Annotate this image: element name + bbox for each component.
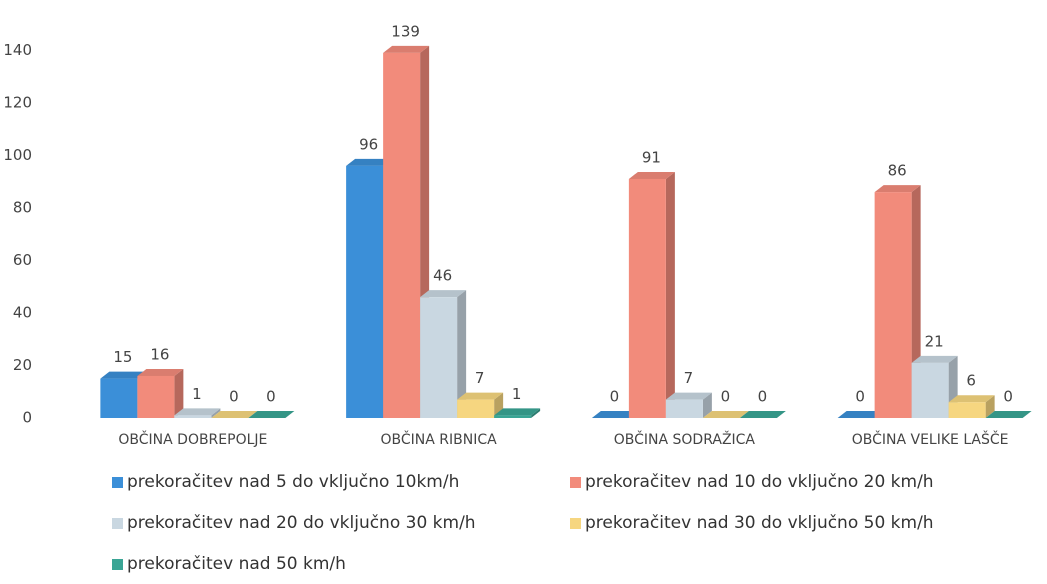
bar-top bbox=[837, 411, 884, 418]
bar bbox=[874, 192, 912, 418]
bar-top bbox=[874, 185, 921, 193]
legend-swatch bbox=[112, 559, 123, 570]
bar-side bbox=[457, 290, 467, 418]
value-label: 0 bbox=[229, 388, 239, 406]
bar-top bbox=[211, 411, 258, 418]
y-tick-label: 60 bbox=[13, 251, 32, 269]
value-label: 1 bbox=[512, 385, 522, 403]
legend-swatch bbox=[112, 518, 123, 529]
y-tick-label: 100 bbox=[3, 146, 32, 164]
value-label: 46 bbox=[433, 267, 452, 285]
bar-top bbox=[665, 392, 712, 400]
bar-top bbox=[174, 408, 221, 416]
y-tick-label: 80 bbox=[13, 198, 32, 216]
bar bbox=[494, 415, 532, 418]
value-label: 6 bbox=[966, 372, 976, 390]
value-label: 91 bbox=[642, 148, 661, 166]
bar-side bbox=[531, 408, 541, 418]
bar-top bbox=[383, 45, 430, 53]
x-tick-label: OBČINA RIBNICA bbox=[381, 430, 498, 448]
value-label: 96 bbox=[359, 135, 378, 153]
bar-top bbox=[457, 392, 504, 400]
bar bbox=[665, 399, 703, 418]
bar-top bbox=[911, 355, 958, 363]
bar bbox=[383, 52, 421, 418]
bar-top bbox=[739, 411, 786, 418]
bar bbox=[948, 402, 986, 418]
value-label: 1 bbox=[192, 385, 202, 403]
x-tick-label: OBČINA SODRAŽICA bbox=[614, 430, 756, 448]
bar-side bbox=[665, 171, 675, 418]
bar-side bbox=[985, 395, 995, 418]
value-label: 7 bbox=[475, 369, 485, 387]
bar bbox=[628, 178, 666, 418]
bar bbox=[100, 378, 138, 418]
value-label: 0 bbox=[855, 388, 865, 406]
bar-side bbox=[174, 368, 184, 418]
legend-label: prekoračitev nad 50 km/h bbox=[127, 554, 346, 574]
bar-top bbox=[702, 411, 749, 418]
value-label: 15 bbox=[113, 348, 132, 366]
y-tick-label: 140 bbox=[3, 41, 32, 59]
bar-side bbox=[211, 408, 221, 418]
value-label: 0 bbox=[1003, 388, 1013, 406]
bar-top bbox=[420, 290, 467, 298]
bar-top bbox=[100, 371, 147, 379]
y-tick-label: 120 bbox=[3, 93, 32, 111]
value-label: 0 bbox=[758, 388, 768, 406]
bar bbox=[457, 399, 495, 418]
legend-label: prekoračitev nad 5 do vključno 10km/h bbox=[127, 472, 459, 492]
value-label: 86 bbox=[888, 162, 907, 180]
bar-top bbox=[985, 411, 1032, 418]
bar bbox=[911, 362, 949, 418]
legend-label: prekoračitev nad 30 do vključno 50 km/h bbox=[585, 513, 934, 533]
y-tick-label: 40 bbox=[13, 303, 32, 321]
bar-top bbox=[494, 408, 541, 416]
y-tick-label: 0 bbox=[22, 409, 32, 427]
value-label: 0 bbox=[610, 388, 620, 406]
bar bbox=[420, 297, 458, 418]
value-label: 16 bbox=[150, 345, 169, 363]
x-tick-label: OBČINA DOBREPOLJE bbox=[118, 430, 267, 448]
bar-side bbox=[702, 392, 712, 418]
value-label: 21 bbox=[925, 332, 944, 350]
legend-swatch bbox=[112, 477, 123, 488]
value-label: 139 bbox=[391, 22, 420, 40]
bar-top bbox=[591, 411, 638, 418]
bar-top bbox=[137, 368, 184, 376]
bar-top bbox=[628, 171, 675, 179]
legend-swatch bbox=[570, 477, 581, 488]
value-label: 7 bbox=[684, 369, 694, 387]
bar-top bbox=[346, 158, 393, 166]
bar-top bbox=[948, 395, 995, 403]
bar bbox=[174, 415, 212, 418]
y-tick-label: 20 bbox=[13, 356, 32, 374]
legend-label: prekoračitev nad 10 do vključno 20 km/h bbox=[585, 472, 934, 492]
legend-label: prekoračitev nad 20 do vključno 30 km/h bbox=[127, 513, 476, 533]
legend-swatch bbox=[570, 518, 581, 529]
bar-top bbox=[248, 411, 295, 418]
value-label: 0 bbox=[266, 388, 276, 406]
x-tick-label: OBČINA VELIKE LAŠČE bbox=[852, 430, 1009, 448]
bar bbox=[346, 165, 384, 418]
bar bbox=[137, 375, 175, 418]
value-label: 0 bbox=[721, 388, 731, 406]
